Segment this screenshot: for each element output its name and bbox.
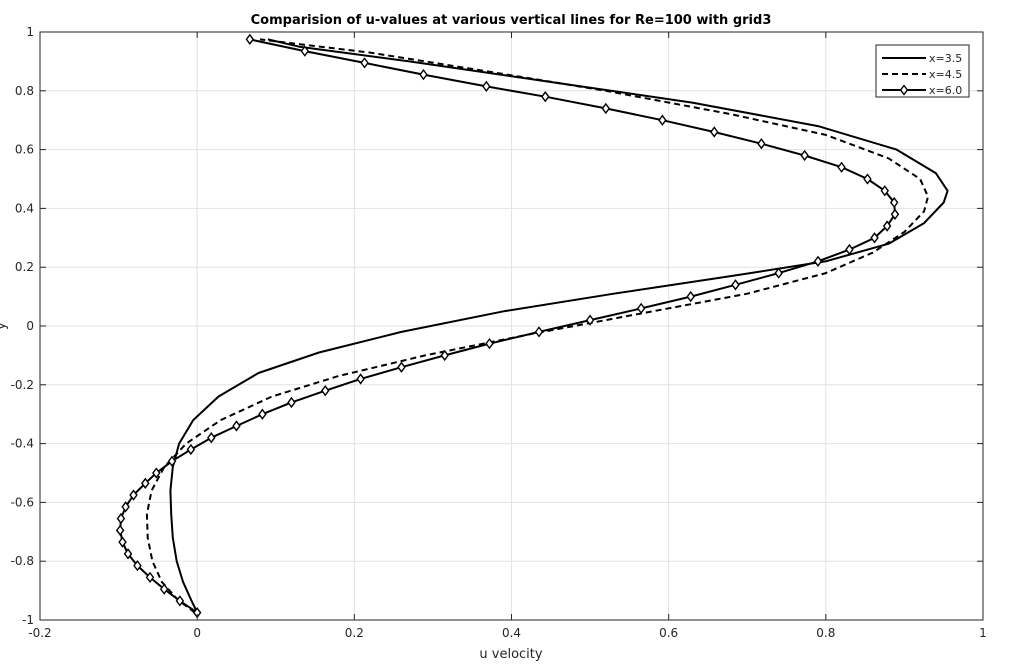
data-point <box>121 501 130 513</box>
x-tick-label: 0 <box>193 626 201 640</box>
data-point <box>658 114 667 126</box>
data-point <box>541 91 550 103</box>
legend-entry: x=6.0 <box>882 84 962 97</box>
plot-area <box>115 33 949 619</box>
y-tick-label: -1 <box>22 613 34 627</box>
legend-entry: x=3.5 <box>882 52 962 65</box>
data-point <box>175 595 185 607</box>
data-point <box>207 432 216 444</box>
legend: x=3.5 x=4.5 x=6.0 <box>875 44 970 98</box>
data-point <box>356 373 365 385</box>
data-point <box>232 420 241 432</box>
x-tick-label: 0.2 <box>345 626 364 640</box>
legend-label: x=6.0 <box>929 84 962 97</box>
data-point <box>845 243 854 256</box>
legend-entry: x=4.5 <box>882 68 962 81</box>
y-axis-label: y <box>0 322 9 330</box>
data-point <box>419 68 428 81</box>
data-point <box>258 408 267 420</box>
data-point <box>129 489 138 501</box>
data-point <box>774 267 783 279</box>
data-point <box>882 220 892 232</box>
legend-label: x=3.5 <box>929 52 962 65</box>
y-tick-label: -0.4 <box>11 437 34 451</box>
axis-ticks: -0.2 0 0.2 0.4 0.6 0.8 1 -1 -0.8 -0.6 -0.4 -0.2 0 0.2… <box>11 25 987 640</box>
data-point <box>360 57 369 69</box>
data-point <box>601 102 611 115</box>
data-point <box>287 396 296 409</box>
legend-box <box>875 44 970 98</box>
data-point <box>440 349 449 362</box>
data-point <box>482 80 491 93</box>
series-line <box>169 38 949 614</box>
data-point <box>534 326 544 338</box>
data-point <box>186 443 196 456</box>
data-point <box>636 302 646 315</box>
data-point <box>889 196 899 209</box>
data-point <box>863 173 872 185</box>
data-point <box>159 583 169 595</box>
data-point <box>152 467 161 479</box>
data-point <box>709 126 719 138</box>
data-point <box>116 512 126 525</box>
data-point <box>118 536 127 548</box>
data-point <box>686 290 695 303</box>
series-line <box>145 38 929 614</box>
grid <box>39 31 984 621</box>
data-point <box>133 559 142 572</box>
y-tick-label: -0.2 <box>11 378 34 392</box>
data-point <box>485 337 494 350</box>
data-point <box>141 477 150 489</box>
series-x=3.5 <box>169 38 949 614</box>
data-point <box>585 314 595 326</box>
data-point <box>890 208 900 220</box>
y-tick-label: -0.6 <box>11 495 34 509</box>
y-tick-label: 1 <box>26 25 34 39</box>
data-point <box>731 279 740 291</box>
data-point <box>145 571 155 584</box>
data-point <box>300 45 310 57</box>
data-point <box>757 138 766 150</box>
data-point <box>837 161 846 173</box>
data-point <box>321 385 330 397</box>
x-axis-label: u velocity <box>479 647 542 662</box>
data-point <box>167 455 177 467</box>
x-tick-label: 0.6 <box>659 626 678 640</box>
y-tick-label: 0.6 <box>15 143 34 157</box>
data-point <box>123 548 133 560</box>
y-tick-label: 0 <box>26 319 34 333</box>
y-tick-label: -0.8 <box>11 554 34 568</box>
data-point <box>813 255 823 267</box>
series-x=4.5 <box>145 38 929 614</box>
data-point <box>800 149 809 162</box>
x-tick-label: 1 <box>979 626 987 640</box>
y-tick-label: 0.8 <box>15 84 34 98</box>
series-x=6.0 <box>115 33 900 619</box>
legend-label: x=4.5 <box>929 68 962 81</box>
x-tick-label: 0.8 <box>816 626 835 640</box>
legend-marker <box>899 84 909 96</box>
x-tick-label: 0.4 <box>502 626 521 640</box>
data-point <box>245 33 255 46</box>
data-point <box>397 361 406 373</box>
chart-title: Comparision of u-values at various verti… <box>251 13 772 28</box>
y-tick-label: 0.4 <box>15 201 34 215</box>
x-tick-label: -0.2 <box>28 626 51 640</box>
data-point <box>870 232 879 244</box>
data-point <box>115 524 125 536</box>
data-point <box>880 185 890 197</box>
y-tick-label: 0.2 <box>15 260 34 274</box>
